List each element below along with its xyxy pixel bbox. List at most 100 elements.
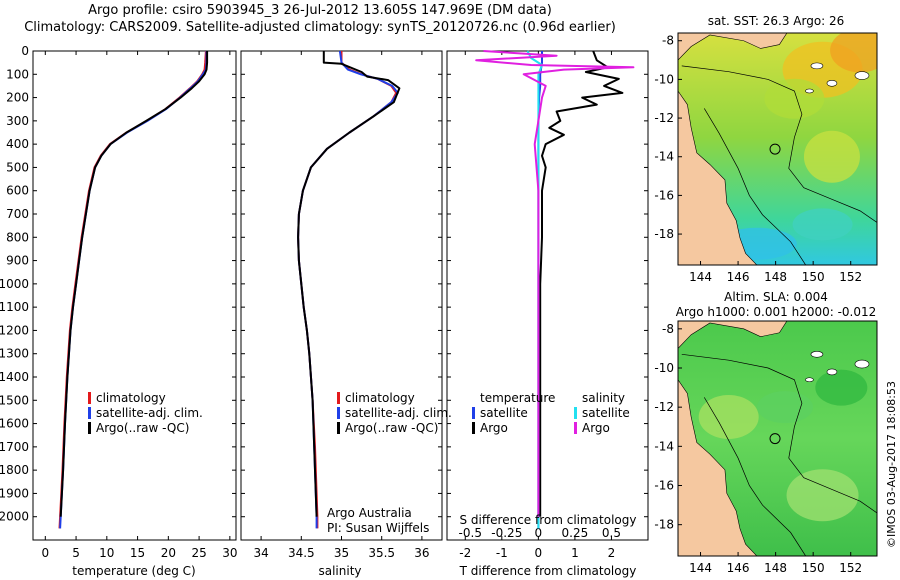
- sea-patch: [803, 130, 860, 183]
- map-lat-label: -14: [654, 439, 674, 453]
- salinity-credit-1: Argo Australia: [327, 506, 412, 520]
- temperature-xtick-label: 10: [99, 546, 114, 560]
- sea-patch: [786, 469, 859, 522]
- depth-tick-label: 600: [6, 184, 29, 198]
- map-lon-label: 152: [839, 561, 862, 575]
- depth-tick-label: 900: [6, 254, 29, 268]
- island: [854, 359, 870, 369]
- panel-differences: -2 -1 0 1 2 -0.5 -0.25 0 0.25 0.5: [446, 50, 649, 560]
- temp-legend-sat: satellite-adj. clim.: [96, 406, 203, 420]
- map-content: [678, 321, 877, 556]
- sal-legend-swatch: [337, 392, 340, 404]
- diff-legend-swatch: [574, 407, 577, 419]
- temp-legend-swatch: [88, 422, 91, 434]
- map-lon-label: 146: [727, 270, 750, 284]
- map-lon-label: 152: [839, 270, 862, 284]
- depth-tick-label: 1200: [0, 323, 29, 337]
- temp-legend-argo: Argo(..raw -QC): [96, 421, 189, 435]
- salinity-credit-2: PI: Susan Wijffels: [327, 521, 429, 535]
- salinity-series-2: [297, 51, 401, 517]
- imos-timestamp: ©IMOS 03-Aug-2017 18:08:53: [885, 381, 898, 548]
- temperature-frame: [32, 50, 237, 541]
- land-new-guinea: [678, 33, 788, 61]
- island: [805, 88, 814, 94]
- diff-legend-temp-sat: satellite: [480, 406, 528, 420]
- depth-tick-label: 500: [6, 160, 29, 174]
- map-lon-label: 144: [689, 561, 712, 575]
- title-line-1: Argo profile: csiro 5903945_3 26-Jul-201…: [88, 3, 552, 18]
- map-lat-label: -18: [654, 518, 674, 532]
- temperature-xtick-label: 15: [130, 546, 145, 560]
- differences-xtick-label: 1: [571, 546, 579, 560]
- sst-map: 144 146 148 150 152 -8 -10 -12 -14 -16 -18: [654, 32, 878, 284]
- salinity-xtick-label: 36: [414, 546, 429, 560]
- map-lat-label: -16: [654, 188, 674, 202]
- depth-tick-label: 400: [6, 137, 29, 151]
- diff-top-tick-label: -0.5: [459, 526, 482, 540]
- depth-contour: [681, 65, 877, 223]
- reef-contour: [703, 108, 806, 265]
- differences-xtick-label: 2: [608, 546, 616, 560]
- map-frame: [677, 32, 878, 266]
- sea-patch: [830, 33, 877, 73]
- map-lat-label: -12: [654, 400, 674, 414]
- map-lon-label: 150: [802, 561, 825, 575]
- diff-legend-sal-argo: Argo: [582, 421, 610, 435]
- island: [826, 79, 838, 87]
- depth-tick-label: 1900: [0, 486, 29, 500]
- temperature-xtick-label: 5: [72, 546, 80, 560]
- map-lat-label: -10: [654, 361, 674, 375]
- diff-legend-swatch: [574, 422, 577, 434]
- salinity-series-1: [297, 50, 399, 529]
- salinity-series-0: [297, 51, 398, 529]
- map-lon-label: 148: [764, 561, 787, 575]
- sea-patch: [698, 394, 759, 439]
- sal-legend-swatch: [337, 407, 340, 419]
- sea-patch: [764, 78, 825, 119]
- sal-legend-swatch: [337, 422, 340, 434]
- map-lon-label: 146: [727, 561, 750, 575]
- map-frame: [677, 320, 878, 557]
- island: [854, 71, 870, 80]
- island: [810, 350, 824, 358]
- depth-tick-label: 100: [6, 67, 29, 81]
- map-content: [678, 33, 877, 265]
- differences-series-3: [475, 50, 635, 517]
- temperature-xtick-label: 0: [41, 546, 49, 560]
- sea-patch: [792, 208, 853, 241]
- differences-xtick-label: -1: [496, 546, 508, 560]
- argo-position-marker: [769, 143, 781, 155]
- diff-legend-sal-sat: satellite: [582, 406, 630, 420]
- salinity-xtick-label: 34: [253, 546, 268, 560]
- diff-top-tick-label: 0: [535, 526, 543, 540]
- differences-frame: [446, 50, 649, 541]
- island: [826, 368, 838, 376]
- temp-legend-clim: climatology: [96, 391, 166, 405]
- reef-contour: [703, 397, 806, 556]
- temperature-xlabel: temperature (deg C): [72, 564, 195, 578]
- sea-patch: [757, 391, 814, 424]
- map-bottom-title-2: Argo h1000: 0.001 h2000: -0.012: [676, 305, 877, 319]
- map-lon-label: 150: [802, 270, 825, 284]
- map-bottom-title-1: Altim. SLA: 0.004: [724, 290, 828, 304]
- depth-tick-label: 1700: [0, 440, 29, 454]
- depth-tick-label: 700: [6, 207, 29, 221]
- diff-legend-swatch: [472, 407, 475, 419]
- temperature-xtick-label: 30: [222, 546, 237, 560]
- land-australia: [678, 90, 758, 265]
- map-lon-label: 148: [764, 270, 787, 284]
- diff-legend-sal-title: salinity: [582, 391, 625, 405]
- map-lat-label: -8: [662, 322, 674, 336]
- differences-series-1: [539, 50, 624, 517]
- depth-tick-label: 1500: [0, 393, 29, 407]
- diff-legend-swatch: [472, 422, 475, 434]
- map-lat-label: -8: [662, 34, 674, 48]
- temp-legend-swatch: [88, 392, 91, 404]
- land-australia: [678, 379, 758, 556]
- temperature-xtick-label: 20: [161, 546, 176, 560]
- temp-legend-swatch: [88, 407, 91, 419]
- sal-legend-clim: climatology: [345, 391, 415, 405]
- title-line-2: Climatology: CARS2009. Satellite-adjuste…: [24, 20, 616, 35]
- map-lat-label: -14: [654, 150, 674, 164]
